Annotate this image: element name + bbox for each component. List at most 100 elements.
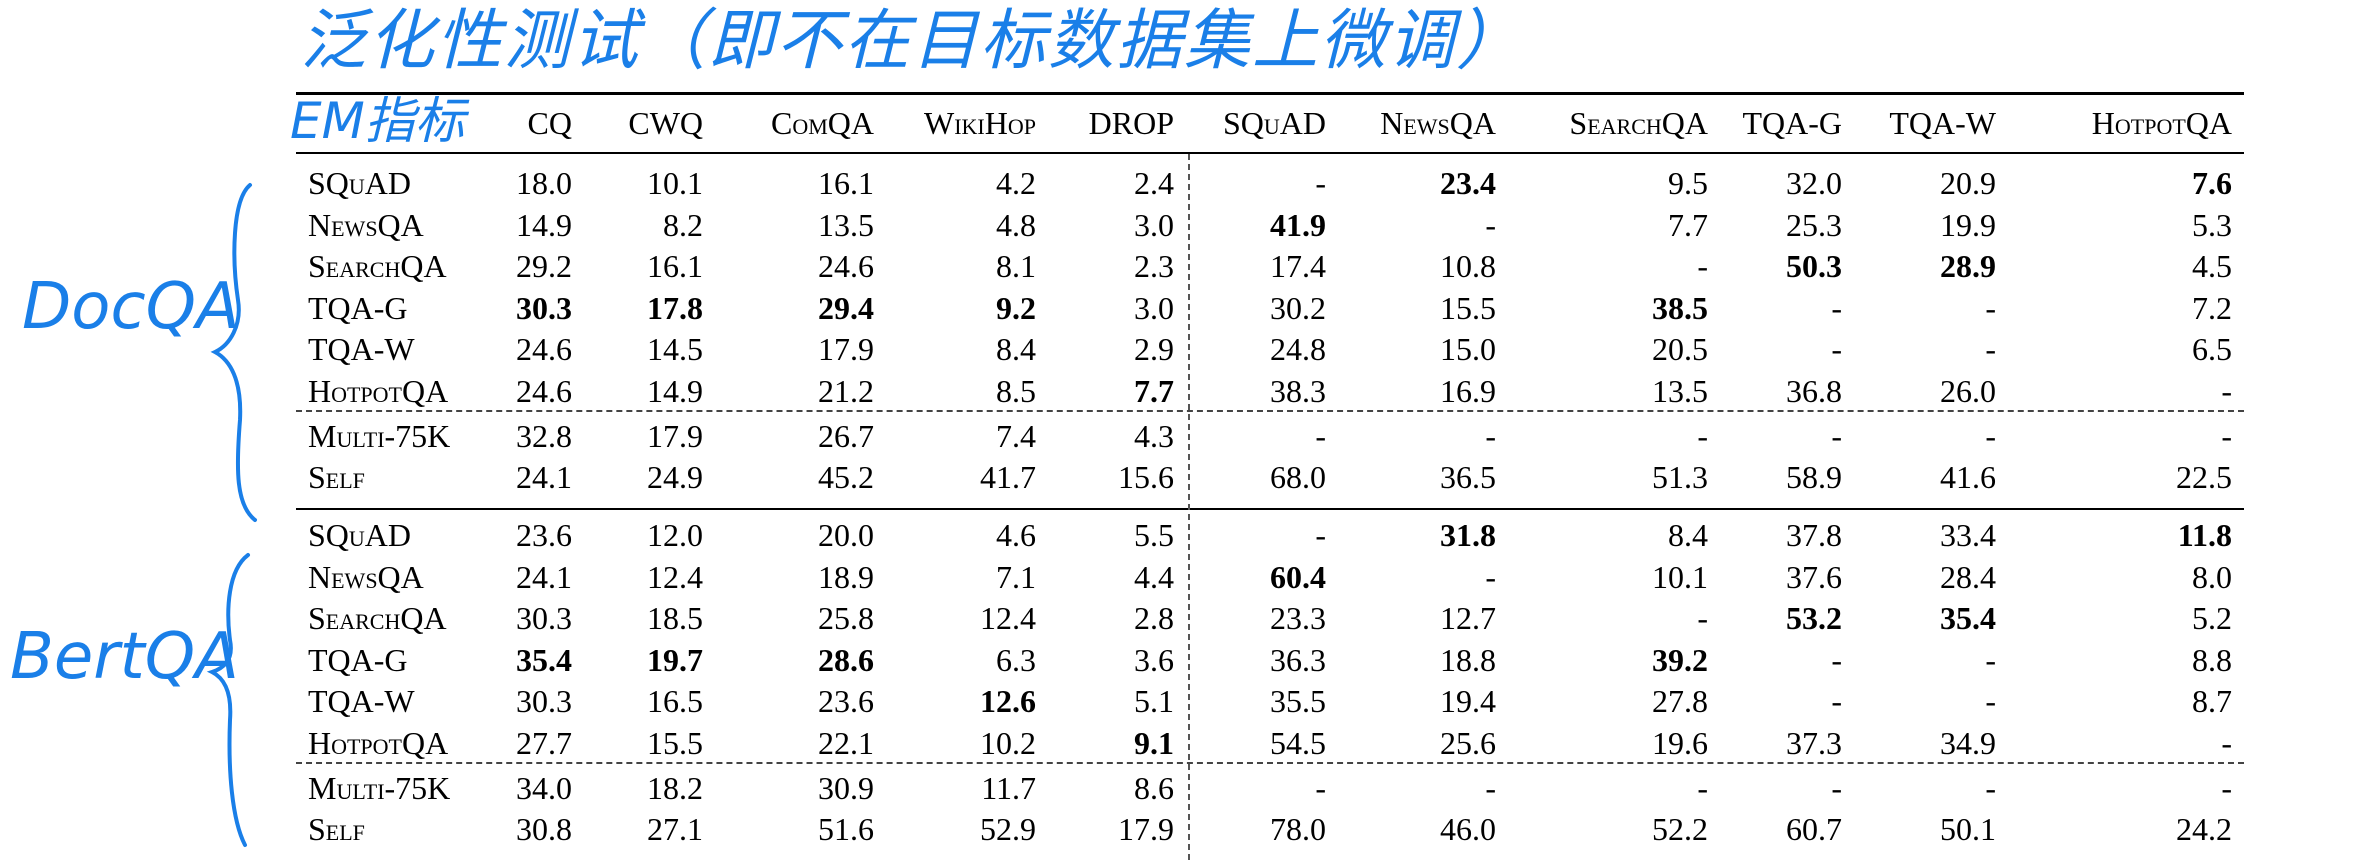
table-cell: 28.6	[818, 641, 874, 678]
row-label: TQA-G	[308, 641, 408, 678]
table-cell: 27.1	[647, 811, 703, 848]
table-cell: 19.9	[1940, 206, 1996, 243]
column-header-squad: SQuAD	[1222, 105, 1326, 141]
table-cell: 37.6	[1786, 558, 1842, 595]
table-cell: 23.4	[1440, 165, 1496, 201]
table-cell: 16.9	[1440, 373, 1496, 409]
table-cell: 4.5	[2192, 248, 2232, 285]
table-cell: 7.6	[2192, 165, 2232, 201]
table-cell: -	[1831, 289, 1842, 326]
table-cell: -	[1485, 417, 1496, 454]
table-cell: 24.6	[516, 373, 572, 409]
table-cell: 32.8	[516, 417, 572, 454]
table-cell: 30.3	[516, 683, 572, 720]
table-cell: 8.4	[996, 331, 1036, 368]
table-cell: 10.8	[1440, 248, 1496, 285]
table-cell: 29.2	[516, 248, 572, 285]
table-cell: 22.1	[818, 725, 874, 761]
table-cell: 19.7	[647, 641, 703, 678]
table-cell: 29.4	[818, 289, 874, 326]
table-cell: 35.4	[1940, 600, 1996, 637]
table-cell: -	[1315, 417, 1326, 454]
column-header-cq: CQ	[527, 105, 572, 141]
table-cell: 15.6	[1118, 459, 1174, 496]
table-cell: -	[1315, 517, 1326, 553]
table-cell: 5.1	[1134, 683, 1174, 720]
table-cell: 41.7	[980, 459, 1036, 496]
table-cell: -	[1315, 769, 1326, 806]
column-header-tqa-w: TQA-W	[1889, 105, 1996, 141]
table-row: SearchQA 30.3 18.5 25.8 12.4 2.8 23.3 12.7 - 53.2…	[296, 597, 2244, 639]
table-cell: 45.2	[818, 459, 874, 496]
row-label: NewsQA	[308, 206, 424, 243]
table-cell: -	[1985, 331, 1996, 368]
row-label: HotpotQA	[308, 373, 449, 409]
table-cell: 30.3	[516, 600, 572, 637]
table-cell: -	[1697, 417, 1708, 454]
table-cell: 5.2	[2192, 600, 2232, 637]
table-cell: 54.5	[1270, 725, 1326, 761]
table-cell: -	[1985, 289, 1996, 326]
table-cell: 38.5	[1652, 289, 1708, 326]
table-row: Multi-75K 32.8 17.9 26.7 7.4 4.3 - - - - - -	[296, 415, 2244, 457]
table-cell: 10.1	[647, 165, 703, 201]
table-cell: 4.3	[1134, 417, 1174, 454]
row-label: SQuAD	[308, 517, 412, 553]
table-cell: 33.4	[1940, 517, 1996, 553]
table-cell: 39.2	[1652, 641, 1708, 678]
table-cell: 20.9	[1940, 165, 1996, 201]
table-cell: 17.4	[1270, 248, 1326, 285]
table-cell: 8.1	[996, 248, 1036, 285]
table-cell: 7.1	[996, 558, 1036, 595]
table-cell: 24.6	[818, 248, 874, 285]
column-header-tqa-g: TQA-G	[1742, 105, 1842, 141]
table-cell: -	[1831, 769, 1842, 806]
table-cell: 3.0	[1134, 206, 1174, 243]
table-cell: 30.2	[1270, 289, 1326, 326]
row-label: SearchQA	[308, 600, 447, 637]
table-cell: 28.4	[1940, 558, 1996, 595]
table-cell: 28.9	[1940, 248, 1996, 285]
table-row: HotpotQA 24.6 14.9 21.2 8.5 7.7 38.3 16.9 13.5 36…	[296, 370, 2244, 412]
table-cell: 16.1	[647, 248, 703, 285]
table-cell: 10.2	[980, 725, 1036, 761]
handwritten-metric-label: EM指标	[290, 92, 465, 150]
table-row: TQA-W 30.3 16.5 23.6 12.6 5.1 35.5 19.4 27.8 - - 8.…	[296, 680, 2244, 722]
row-label: Multi-75K	[308, 417, 451, 454]
table-cell: 16.5	[647, 683, 703, 720]
table-cell: 2.8	[1134, 600, 1174, 637]
table-cell: 10.1	[1652, 558, 1708, 595]
table-row: NewsQA 24.1 12.4 18.9 7.1 4.4 60.4 - 10.1 37.6 28.…	[296, 556, 2244, 598]
table-cell: 3.0	[1134, 289, 1174, 326]
column-header-drop: DROP	[1088, 105, 1174, 141]
bertqa-dashed-separator	[296, 761, 2244, 764]
column-header-newsqa: NewsQA	[1380, 105, 1496, 141]
table-cell: 17.9	[647, 417, 703, 454]
row-label: HotpotQA	[308, 725, 449, 761]
docqa-dashed-separator	[296, 409, 2244, 412]
table-cell: 17.9	[1118, 811, 1174, 848]
table-cell: 15.5	[647, 725, 703, 761]
table-row: TQA-W 24.6 14.5 17.9 8.4 2.9 24.8 15.0 20.5 - - 6.5	[296, 328, 2244, 370]
row-label: Multi-75K	[308, 769, 451, 806]
table-cell: 5.3	[2192, 206, 2232, 243]
table-cell: -	[1697, 769, 1708, 806]
table-cell: -	[2221, 373, 2232, 409]
table-cell: 51.6	[818, 811, 874, 848]
table-cell: 27.7	[516, 725, 572, 761]
table-cell: -	[1831, 641, 1842, 678]
table-cell: 5.5	[1134, 517, 1174, 553]
table-cell: 15.0	[1440, 331, 1496, 368]
table-cell: 60.4	[1270, 558, 1326, 595]
table-cell: 36.8	[1786, 373, 1842, 409]
table-cell: -	[1697, 248, 1708, 285]
table-cell: 25.6	[1440, 725, 1496, 761]
column-header-comqa: ComQA	[770, 105, 874, 141]
table-cell: -	[2221, 725, 2232, 761]
table-cell: 41.9	[1270, 206, 1326, 243]
table-cell: 19.6	[1652, 725, 1708, 761]
table-cell: 17.8	[647, 289, 703, 326]
header-rule	[296, 152, 2244, 154]
table-cell: 24.6	[516, 331, 572, 368]
table-cell: 36.5	[1440, 459, 1496, 496]
